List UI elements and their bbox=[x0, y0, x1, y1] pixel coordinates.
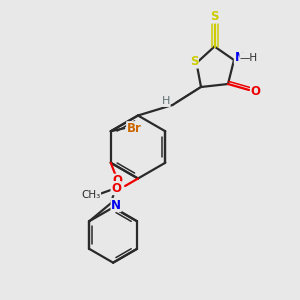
Text: O: O bbox=[111, 182, 121, 195]
Text: N: N bbox=[234, 51, 244, 64]
Text: Br: Br bbox=[127, 122, 142, 135]
Text: —H: —H bbox=[240, 52, 258, 63]
Text: CH₃: CH₃ bbox=[81, 190, 101, 200]
Text: O: O bbox=[112, 174, 123, 187]
Text: S: S bbox=[190, 55, 198, 68]
Text: H: H bbox=[162, 96, 170, 106]
Text: S: S bbox=[210, 10, 219, 23]
Text: N: N bbox=[111, 199, 121, 212]
Text: O: O bbox=[250, 85, 261, 98]
